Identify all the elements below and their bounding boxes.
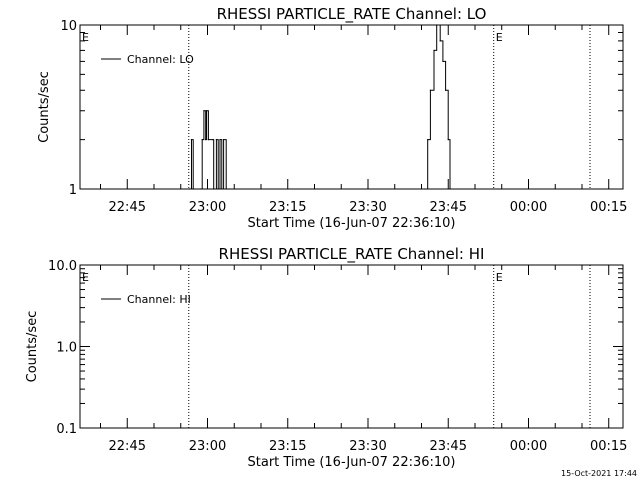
data-point <box>442 60 444 62</box>
legend-label: Channel: HI <box>127 293 191 306</box>
data-point <box>444 89 447 91</box>
x-tick-label: 00:15 <box>590 200 627 215</box>
data-point <box>423 188 425 190</box>
data-point <box>427 139 429 141</box>
y-tick-label: 1 <box>69 183 77 198</box>
data-point <box>449 188 451 190</box>
data-point <box>221 188 223 190</box>
data-point <box>217 188 219 190</box>
chart-title: RHESSI PARTICLE_RATE Channel: HI <box>219 245 485 264</box>
y-tick-label: 1.0 <box>56 341 77 356</box>
event-marker-label: E <box>496 271 503 284</box>
y-tick-label: 10 <box>60 19 77 34</box>
data-point <box>225 188 227 190</box>
data-point <box>228 188 230 190</box>
x-tick-label: 22:45 <box>109 439 146 454</box>
data-point <box>447 139 449 141</box>
y-axis-label: Counts/sec <box>37 71 52 143</box>
x-tick-label: 23:45 <box>430 200 467 215</box>
x-tick-label: 23:00 <box>189 200 226 215</box>
x-tick-label: 00:00 <box>510 439 547 454</box>
data-point <box>222 139 225 141</box>
x-tick-label: 23:00 <box>189 439 226 454</box>
x-tick-label: 23:30 <box>349 439 386 454</box>
data-point <box>201 139 203 141</box>
event-marker-label: E <box>496 31 503 44</box>
chart-panel-2: RHESSI PARTICLE_RATE Channel: HI Counts/s… <box>25 245 627 470</box>
data-point <box>213 188 215 190</box>
data-point <box>207 139 209 141</box>
y-tick-label: 0.1 <box>56 422 77 437</box>
data-point <box>436 24 438 26</box>
data-point <box>212 139 214 141</box>
y-tick-label: 10.0 <box>48 259 77 274</box>
data-point <box>219 139 221 141</box>
x-axis-label: Start Time (16-Jun-07 22:36:10) <box>248 216 456 231</box>
event-marker-label: E <box>82 31 89 44</box>
x-axis-label: Start Time (16-Jun-07 22:36:10) <box>248 455 456 470</box>
x-tick-label: 23:15 <box>269 439 306 454</box>
x-tick-label: 23:30 <box>349 200 386 215</box>
x-tick-label: 00:00 <box>510 200 547 215</box>
event-marker-label: E <box>82 271 89 284</box>
data-point <box>215 139 218 141</box>
y-axis-label: Counts/sec <box>25 311 40 383</box>
series-line <box>189 24 451 190</box>
data-point <box>205 139 207 141</box>
legend-label: Channel: LO <box>127 53 194 66</box>
x-tick-label: 23:45 <box>430 439 467 454</box>
x-tick-label: 22:45 <box>109 200 146 215</box>
x-tick-label: 00:15 <box>590 439 627 454</box>
x-tick-label: 23:15 <box>269 200 306 215</box>
chart-title: RHESSI PARTICLE_RATE Channel: LO <box>217 5 487 24</box>
data-point <box>206 110 208 112</box>
chart-panel-1: RHESSI PARTICLE_RATE Channel: LO Counts/s… <box>37 5 627 231</box>
data-point <box>199 188 201 190</box>
footer-timestamp: 15-Oct-2021 17:44 <box>561 469 637 478</box>
data-point <box>429 89 432 91</box>
data-point <box>190 139 193 141</box>
data-point <box>439 40 441 42</box>
data-point <box>189 188 191 190</box>
data-point <box>192 188 194 190</box>
data-point <box>203 110 205 112</box>
data-point <box>433 49 435 52</box>
